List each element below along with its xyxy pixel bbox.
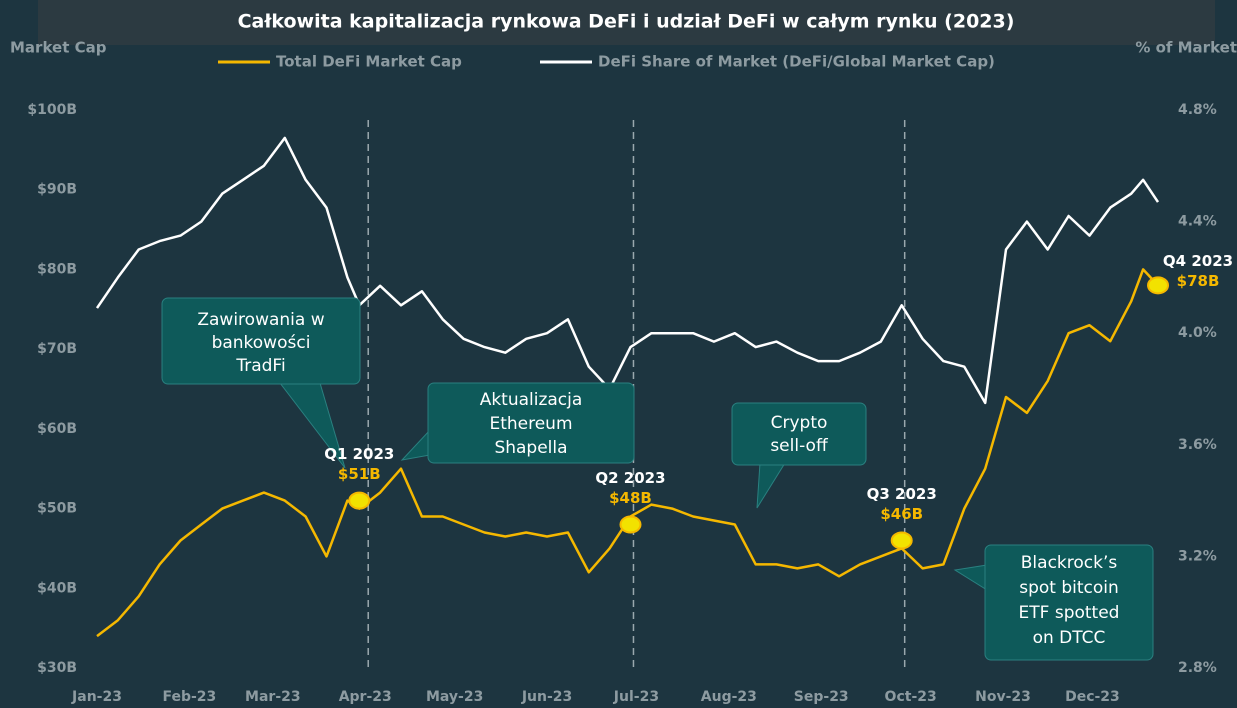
callouts: Q1 2023 $51B Q2 2023 $48B Q3 2023 $46B Q4 2023… xyxy=(161,252,1233,661)
callout-text: Zawirowania w xyxy=(197,310,324,330)
marker-label: Q4 2023 xyxy=(1163,252,1233,270)
y2-tick-label: 4.4% xyxy=(1178,214,1217,230)
marker-value-label: $78B xyxy=(1177,272,1220,290)
callout-box xyxy=(161,297,361,385)
quarter-marker xyxy=(619,515,642,534)
legend-label: Total DeFi Market Cap xyxy=(276,53,462,71)
marker-label: Q1 2023 xyxy=(324,445,394,463)
callout-text: Shapella xyxy=(494,438,567,458)
y2-tick-label: 4.8% xyxy=(1178,102,1217,118)
callout-text: Aktualizacja xyxy=(480,390,583,410)
y-tick-label: $90B xyxy=(37,182,77,198)
callout-text: spot bitcoin xyxy=(1019,578,1119,598)
y2-axis-title: % of Market xyxy=(1135,39,1237,57)
x-tick-label: Mar-23 xyxy=(245,689,301,705)
marker-label: Q3 2023 xyxy=(867,485,937,503)
callout-text: sell-off xyxy=(770,436,829,456)
callout-pointer xyxy=(953,564,988,591)
chart-title: Całkowita kapitalizacja rynkowa DeFi i u… xyxy=(238,11,1015,33)
series-line xyxy=(95,136,1160,405)
y-axis-title: Market Cap xyxy=(10,39,107,57)
callout-box xyxy=(427,382,635,464)
callout-box xyxy=(731,402,867,466)
callout-text: Ethereum xyxy=(489,414,572,434)
x-tick-label: Aug-23 xyxy=(701,689,757,705)
x-tick-label: Jun-23 xyxy=(521,689,572,705)
plot: $30B $40B $50B $60B $70B $80B $90B $100B 2.8% 3.2… xyxy=(27,102,1216,705)
marker-value-label: $46B xyxy=(880,505,923,523)
callout-text: ETF spotted xyxy=(1019,603,1120,623)
y-tick-label: $30B xyxy=(37,660,77,676)
callout-box xyxy=(984,544,1154,661)
marker-label: Q2 2023 xyxy=(595,469,665,487)
callout-pointer xyxy=(756,462,786,509)
legend-label: DeFi Share of Market (DeFi/Global Market… xyxy=(598,53,995,71)
y-tick-label: $70B xyxy=(37,341,77,357)
marker-value-label: $48B xyxy=(609,489,652,507)
callout-text: on DTCC xyxy=(1033,628,1106,648)
x-tick-label: Dec-23 xyxy=(1065,689,1120,705)
x-tick-label: Apr-23 xyxy=(339,689,392,705)
y2-tick-label: 4.0% xyxy=(1178,325,1217,341)
callout-text: Blackrock’s xyxy=(1021,553,1118,573)
x-tick-label: Jul-23 xyxy=(613,689,659,705)
marker-value-label: $51B xyxy=(338,465,381,483)
x-tick-label: Feb-23 xyxy=(162,689,216,705)
x-tick-label: Sep-23 xyxy=(794,689,849,705)
x-tick-label: Jan-23 xyxy=(71,689,122,705)
y2-tick-label: 3.6% xyxy=(1178,437,1217,453)
quarter-marker xyxy=(890,531,913,550)
x-tick-label: Oct-23 xyxy=(885,689,937,705)
y-tick-label: $50B xyxy=(37,501,77,517)
callout-text: Crypto xyxy=(771,413,828,433)
title-bar xyxy=(38,0,1215,45)
y-tick-label: $40B xyxy=(37,580,77,596)
y2-tick-label: 3.2% xyxy=(1178,548,1217,564)
x-tick-label: Nov-23 xyxy=(975,689,1031,705)
callout-pointer xyxy=(400,428,431,461)
callout-text: bankowości xyxy=(212,333,311,353)
y2-tick-label: 2.8% xyxy=(1178,660,1217,676)
y-tick-label: $60B xyxy=(37,421,77,437)
y-tick-label: $100B xyxy=(27,102,77,118)
quarter-marker xyxy=(348,491,371,510)
callout-text: TradFi xyxy=(235,356,285,376)
y-tick-label: $80B xyxy=(37,261,77,277)
x-tick-label: May-23 xyxy=(426,689,483,705)
quarter-marker xyxy=(1147,276,1170,295)
